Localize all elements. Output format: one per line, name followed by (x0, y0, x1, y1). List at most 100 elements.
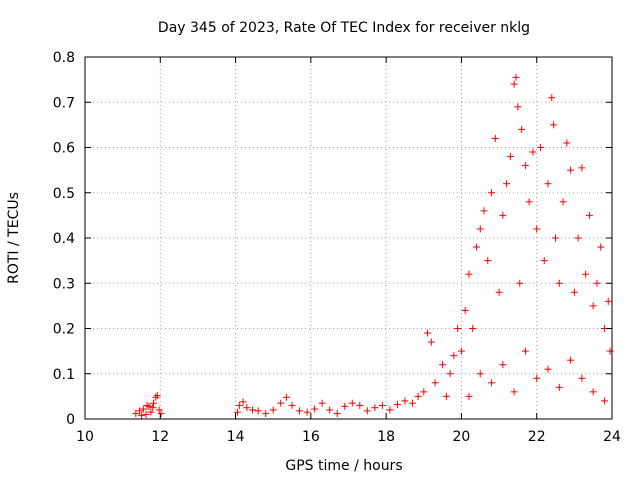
data-point (555, 279, 563, 287)
data-point (499, 361, 507, 369)
data-point (326, 406, 334, 414)
x-tick-label: 24 (603, 429, 621, 445)
data-point (529, 148, 537, 156)
data-point (446, 370, 454, 378)
data-point (476, 370, 484, 378)
data-point (401, 397, 409, 405)
data-point (604, 297, 612, 305)
data-point (431, 379, 439, 387)
y-tick-label: 0.8 (53, 50, 75, 66)
x-axis-title: GPS time / hours (285, 458, 402, 474)
data-point (600, 397, 608, 405)
data-point (442, 392, 450, 400)
data-point (150, 399, 158, 407)
data-point (235, 401, 243, 409)
data-point (269, 406, 277, 414)
data-point (136, 407, 144, 415)
data-point (589, 388, 597, 396)
data-point (488, 379, 496, 387)
data-point (585, 211, 593, 219)
x-tick-label: 10 (76, 429, 94, 445)
data-point (582, 270, 590, 278)
y-tick-label: 0.3 (53, 276, 75, 292)
data-point (499, 211, 507, 219)
data-point (277, 399, 285, 407)
data-point (544, 365, 552, 373)
data-points (132, 73, 614, 419)
data-point (567, 356, 575, 364)
data-point (472, 243, 480, 251)
data-point (363, 407, 371, 415)
data-point (510, 388, 518, 396)
y-axis-title: ROTI / TECUs (6, 192, 22, 284)
data-point (386, 406, 394, 414)
data-point (574, 234, 582, 242)
data-point (559, 198, 567, 206)
data-point (152, 393, 160, 401)
data-point (544, 180, 552, 188)
data-point (296, 407, 304, 415)
plot-frame (84, 56, 613, 420)
data-point (533, 225, 541, 233)
data-point (153, 391, 161, 399)
data-point (132, 410, 140, 418)
data-point (550, 121, 558, 129)
data-point (142, 410, 150, 418)
data-point (450, 352, 458, 360)
data-point (465, 270, 473, 278)
data-point (378, 401, 386, 409)
data-point (570, 288, 578, 296)
data-point (393, 401, 401, 409)
data-point (518, 125, 526, 133)
data-point (512, 73, 520, 81)
data-point (157, 410, 165, 418)
data-point (243, 404, 251, 412)
y-tick-label: 0.5 (53, 186, 75, 202)
grid-lines (85, 57, 612, 419)
data-point (408, 399, 416, 407)
data-point (288, 401, 296, 409)
data-point (420, 388, 428, 396)
data-point (593, 279, 601, 287)
data-point (239, 398, 247, 406)
data-point (567, 166, 575, 174)
data-point (454, 325, 462, 332)
data-point (282, 393, 290, 401)
data-point (589, 302, 597, 310)
data-point (439, 361, 447, 369)
data-point (461, 306, 469, 314)
data-point (254, 407, 262, 415)
data-point (476, 225, 484, 233)
data-point (262, 410, 270, 418)
data-point (533, 374, 541, 382)
data-point (249, 406, 257, 414)
data-point (514, 103, 522, 111)
data-point (348, 399, 356, 407)
data-point (341, 402, 349, 410)
data-point (143, 401, 151, 409)
data-point (552, 234, 560, 242)
data-point (503, 180, 511, 188)
x-tick-label: 14 (227, 429, 245, 445)
x-tick-label: 20 (453, 429, 471, 445)
data-point (465, 392, 473, 400)
x-tick-label: 12 (151, 429, 169, 445)
data-point (521, 162, 529, 170)
data-point (457, 347, 465, 355)
data-point (488, 189, 496, 197)
y-tick-label: 0.4 (53, 231, 75, 247)
data-point (333, 410, 341, 418)
data-point (536, 144, 544, 151)
data-point (137, 411, 145, 419)
data-point (233, 408, 241, 416)
x-tick-label: 16 (302, 429, 320, 445)
data-point (563, 139, 571, 147)
x-tick-label: 18 (377, 429, 395, 445)
data-point (506, 153, 514, 161)
data-point (578, 374, 586, 382)
data-point (578, 164, 586, 172)
data-point (606, 347, 614, 355)
data-point (548, 94, 556, 102)
data-point (516, 279, 524, 287)
